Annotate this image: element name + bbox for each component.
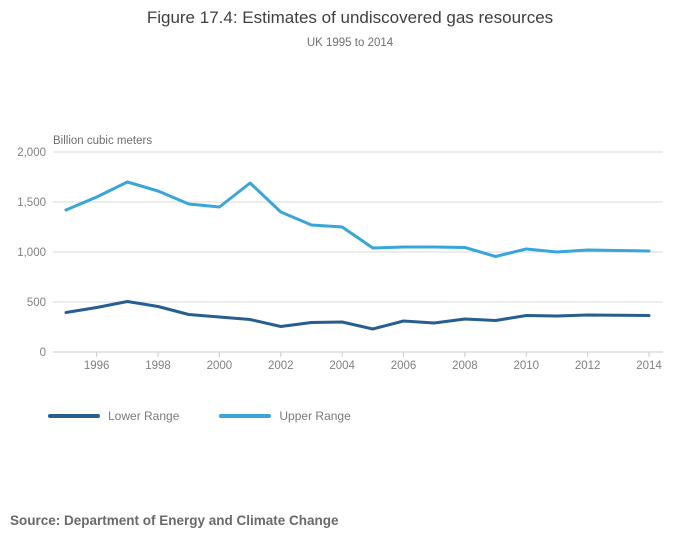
y-axis-title: Billion cubic meters — [53, 135, 153, 147]
legend-label-upper-range: Upper Range — [279, 409, 351, 423]
x-tick-label: 2010 — [513, 360, 539, 372]
series-line-lower-range[interactable] — [64, 300, 651, 331]
x-tick-label: 2000 — [207, 360, 233, 372]
y-tick-label: 1,500 — [17, 197, 46, 209]
y-tick-label: 2,000 — [17, 147, 46, 159]
y-tick-label: 0 — [40, 347, 46, 359]
x-tick-label: 2012 — [575, 360, 601, 372]
x-tick-label: 2008 — [452, 360, 478, 372]
legend-swatch-lower-range — [48, 414, 100, 418]
x-tick-label: 1998 — [145, 360, 171, 372]
legend: Lower Range Upper Range — [48, 409, 391, 423]
legend-item-upper-range[interactable]: Upper Range — [219, 409, 351, 423]
y-tick-label: 500 — [27, 297, 46, 309]
x-tick-label: 1996 — [84, 360, 110, 372]
y-tick-label: 1,000 — [17, 247, 46, 259]
series-line-upper-range[interactable] — [64, 180, 651, 258]
chart-subtitle: UK 1995 to 2014 — [306, 37, 394, 49]
chart-title: Figure 17.4: Estimates of undiscovered g… — [146, 8, 554, 27]
x-tick-label: 2002 — [268, 360, 294, 372]
x-tick-label: 2004 — [329, 360, 355, 372]
legend-swatch-upper-range — [219, 414, 272, 418]
legend-item-lower-range[interactable]: Lower Range — [48, 409, 179, 423]
legend-label-lower-range: Lower Range — [108, 409, 180, 423]
x-tick-label: 2006 — [391, 360, 417, 372]
source-text: Source: Department of Energy and Climate… — [10, 513, 339, 528]
x-tick-label: 2014 — [636, 360, 662, 372]
